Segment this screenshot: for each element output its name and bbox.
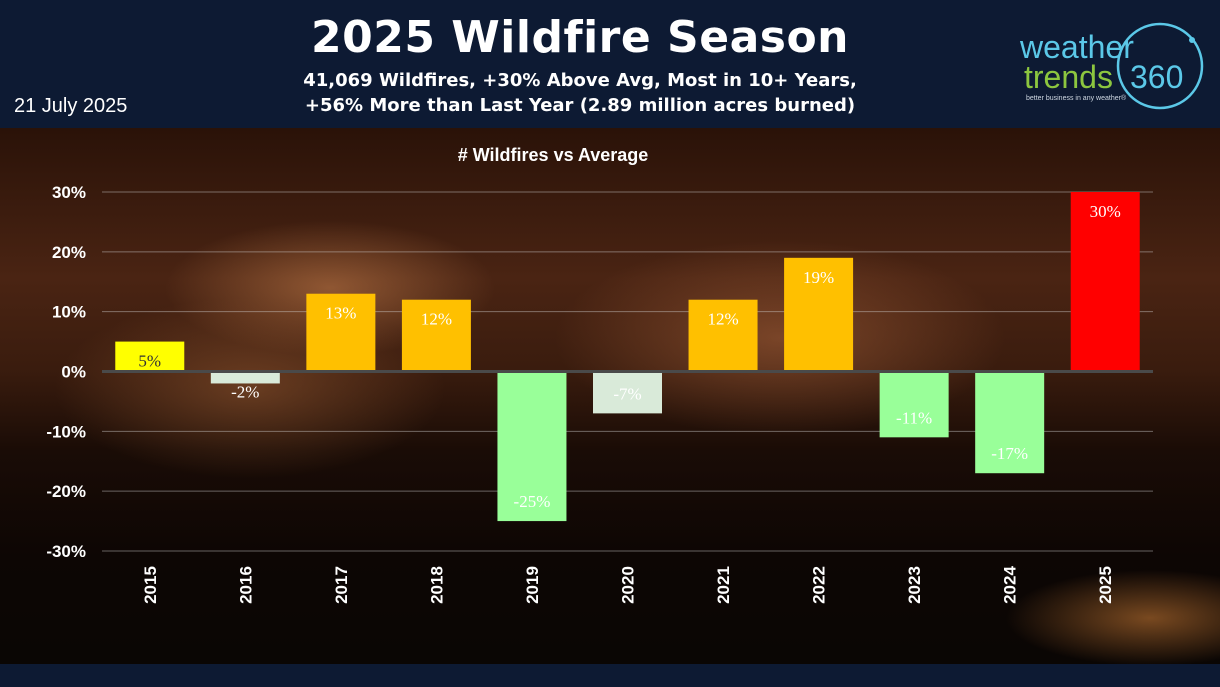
data-label: 13% <box>325 304 356 323</box>
logo-ring-dot <box>1189 37 1195 43</box>
data-label: -25% <box>514 492 551 511</box>
y-tick-label: 30% <box>52 183 86 202</box>
logo-word-360: 360 <box>1130 59 1183 95</box>
data-label: 12% <box>707 310 738 329</box>
bar-2023 <box>879 371 949 438</box>
chart-title: # Wildfires vs Average <box>458 145 649 165</box>
y-tick-label: -10% <box>46 422 86 441</box>
data-label: 12% <box>421 310 452 329</box>
data-label: -11% <box>896 408 932 427</box>
data-label: 5% <box>138 352 161 371</box>
x-category-label: 2018 <box>427 566 446 604</box>
x-category-label: 2023 <box>905 566 924 604</box>
logo-ring <box>1116 22 1204 110</box>
bar-chart: # Wildfires vs Average 30% 20% 10% 0% -10% -2… <box>46 145 1153 604</box>
data-label: -2% <box>231 383 259 402</box>
x-category-label: 2015 <box>141 566 160 604</box>
weathertrends360-logo: weather trends 360 better business in an… <box>1019 22 1204 110</box>
subtitle-line-2: +56% More than Last Year (2.89 million a… <box>304 95 856 116</box>
subtitle-line-1: 41,069 Wildfires, +30% Above Avg, Most i… <box>303 70 857 91</box>
footer-bar <box>0 664 1220 687</box>
y-tick-label: 20% <box>52 243 86 262</box>
bar-2016 <box>210 371 280 384</box>
y-tick-label: -20% <box>46 482 86 501</box>
bars <box>115 192 1140 522</box>
x-category-label: 2024 <box>1001 566 1020 604</box>
header-bar: 2025 Wildfire Season 41,069 Wildfires, +… <box>0 0 1220 128</box>
x-category-label: 2021 <box>714 566 733 604</box>
page-title: 2025 Wildfire Season <box>310 12 850 63</box>
y-axis-ticks: 30% 20% 10% 0% -10% -20% -30% <box>46 183 86 561</box>
x-category-label: 2016 <box>236 566 255 604</box>
logo-word-trends: trends <box>1024 59 1113 95</box>
logo-word-weather: weather <box>1019 29 1134 65</box>
data-label: -7% <box>613 384 641 403</box>
x-category-label: 2019 <box>523 566 542 604</box>
bar-2017 <box>306 293 376 372</box>
bar-2021 <box>688 299 758 372</box>
bar-2024 <box>975 371 1045 474</box>
bar-2020 <box>593 371 662 414</box>
bar-2019 <box>497 371 567 522</box>
x-category-label: 2025 <box>1096 566 1115 604</box>
x-category-label: 2017 <box>332 566 351 604</box>
x-category-label: 2020 <box>619 566 638 604</box>
y-tick-label: 0% <box>61 363 86 382</box>
x-axis-categories: 2015 2016 2017 2018 2019 2020 2021 2022 2023 2024… <box>141 566 1115 604</box>
bar-2018 <box>401 299 471 372</box>
logo-tagline: better business in any weather® <box>1026 94 1127 102</box>
data-label: -17% <box>991 444 1028 463</box>
report-date: 21 July 2025 <box>14 95 128 117</box>
y-tick-label: 10% <box>52 303 86 322</box>
bar-2022 <box>784 257 854 372</box>
y-tick-label: -30% <box>46 542 86 561</box>
data-label: 19% <box>803 268 834 287</box>
data-label: 30% <box>1090 202 1121 221</box>
x-category-label: 2022 <box>810 566 829 604</box>
bar-2015 <box>115 341 185 372</box>
data-labels: 5% -2% 13% 12% -25% -7% 12% 19% -11% -17% 30% <box>138 202 1120 511</box>
bar-2025 <box>1070 192 1140 372</box>
